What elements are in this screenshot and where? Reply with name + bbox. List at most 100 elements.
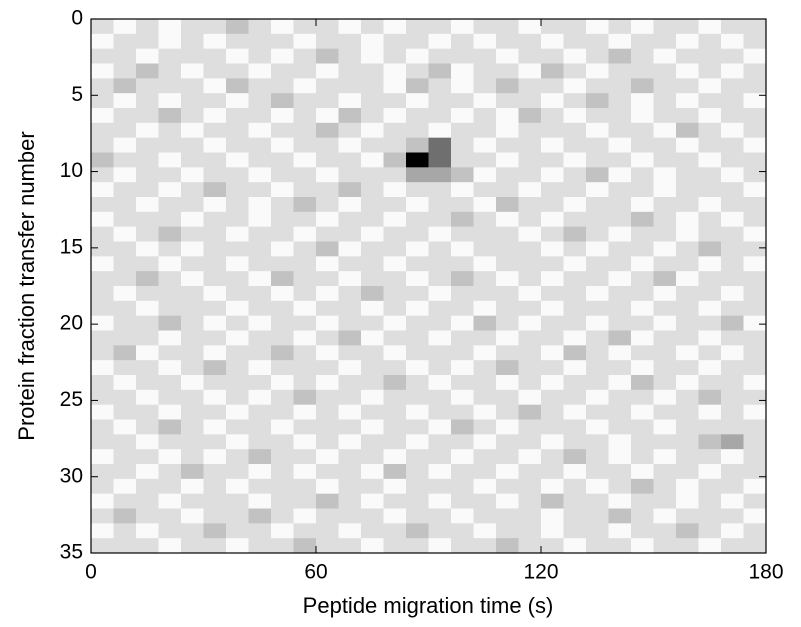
heatmap-cell [203,449,227,465]
heatmap-cell [248,464,272,480]
heatmap-cell [383,523,407,539]
heatmap-cell [473,226,497,242]
heatmap-cell [248,19,272,35]
heatmap-cell [428,330,452,346]
heatmap-cell [271,404,294,420]
heatmap-cell [406,152,429,168]
heatmap-cell [586,152,609,168]
heatmap-cell [451,63,474,79]
heatmap-cell [631,508,654,524]
heatmap-cell [676,389,699,406]
heatmap-cell [451,478,474,495]
heatmap-cell [653,300,677,317]
heatmap-cell [518,360,542,376]
heatmap-cell [653,330,677,346]
heatmap-cell [743,375,767,391]
heatmap-cell [383,286,407,302]
heatmap-cell [316,33,339,50]
heatmap-cell [316,63,339,79]
y-axis-label: Protein fraction transfer number [14,131,39,440]
heatmap-cell [541,508,564,524]
heatmap-cell [338,271,362,287]
heatmap-cell [226,271,249,287]
heatmap-cell [473,33,497,50]
heatmap-cell [361,19,384,35]
heatmap-cell [586,345,609,361]
heatmap-cell [518,300,542,317]
heatmap-cell [113,226,137,242]
heatmap-cell [406,419,429,435]
heatmap-cell [496,449,519,465]
heatmap-cell [293,464,317,480]
heatmap-cell [203,78,227,94]
heatmap-cell [91,360,114,376]
heatmap-cell [406,211,429,228]
heatmap-cell [158,48,182,64]
heatmap-cell [181,63,204,79]
heatmap-cell [293,63,317,79]
heatmap-cell [293,19,317,35]
heatmap-cell [406,404,429,420]
heatmap-cell [383,508,407,524]
heatmap-cell [586,419,609,435]
heatmap-cell [226,256,249,272]
heatmap-cell [653,315,677,331]
heatmap-cell [181,434,204,450]
heatmap-cell [721,345,744,361]
heatmap-cell [293,197,317,213]
heatmap-cell [226,137,249,153]
heatmap-cell [203,33,227,50]
heatmap-cell [181,464,204,480]
heatmap-cell [383,226,407,242]
heatmap-cell [203,478,227,495]
heatmap-cell [698,375,722,391]
heatmap-cell [541,478,564,495]
heatmap-cell [226,197,249,213]
heatmap-cell [676,197,699,213]
heatmap-cell [518,241,542,257]
heatmap-cell [136,241,159,257]
heatmap-cell [473,389,497,406]
heatmap-cell [91,63,114,79]
heatmap-cell [361,464,384,480]
heatmap-cell [203,241,227,257]
heatmap-cell [631,271,654,287]
heatmap-cell [338,493,362,509]
heatmap-cell [113,93,137,109]
heatmap-cell [608,300,632,317]
heatmap-cell [743,360,767,376]
heatmap-cell [338,108,362,124]
heatmap-cell [203,108,227,124]
heatmap-cell [698,449,722,465]
heatmap-cell [316,182,339,198]
heatmap-cell [563,211,587,228]
heatmap-cell [158,330,182,346]
heatmap-cell [698,286,722,302]
heatmap-cell [721,137,744,153]
heatmap-cell [653,286,677,302]
heatmap-cell [743,211,767,228]
heatmap-cell [631,93,654,109]
heatmap-cell [158,404,182,420]
heatmap-cell [451,93,474,109]
heatmap-cell [563,493,587,509]
heatmap-cell [293,48,317,64]
heatmap-cell [563,182,587,198]
heatmap-cell [563,389,587,406]
heatmap-cell [518,78,542,94]
heatmap-cell [203,211,227,228]
heatmap-cell [631,419,654,435]
heatmap-cell [428,256,452,272]
heatmap-cell [608,286,632,302]
heatmap-cell [226,389,249,406]
heatmap-cell [518,271,542,287]
heatmap-cell [473,48,497,64]
heatmap-cell [473,93,497,109]
heatmap-cell [361,271,384,287]
heatmap-cell [698,478,722,495]
heatmap-cell [743,137,767,153]
heatmap-cell [698,78,722,94]
heatmap-cell [608,538,632,554]
heatmap-cell [518,493,542,509]
heatmap-cell [586,449,609,465]
